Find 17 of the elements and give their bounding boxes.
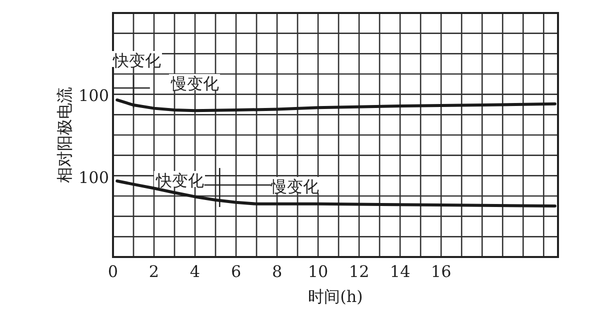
annotation: 快变化: [155, 171, 204, 190]
x-axis-title: 时间(h): [308, 287, 363, 306]
text: 慢变化: [170, 74, 219, 93]
x-tick-label: 14: [390, 262, 410, 281]
x-tick-label: 12: [348, 262, 370, 281]
annotation: 慢变化: [270, 177, 319, 196]
x-tick-label: 0: [108, 262, 118, 281]
y-axis-title: 相对阳极电流: [55, 87, 74, 183]
x-tick-label: 6: [230, 262, 242, 281]
text: 100: [78, 168, 109, 187]
text: 100: [78, 86, 109, 105]
x-tick-label: 4: [190, 262, 200, 281]
x-tick-label: 16: [430, 262, 452, 281]
x-tick-label: 8: [272, 262, 282, 281]
x-tick-label: 10: [308, 262, 328, 281]
x-tick-label: 2: [148, 262, 160, 281]
text: 快变化: [112, 51, 161, 70]
